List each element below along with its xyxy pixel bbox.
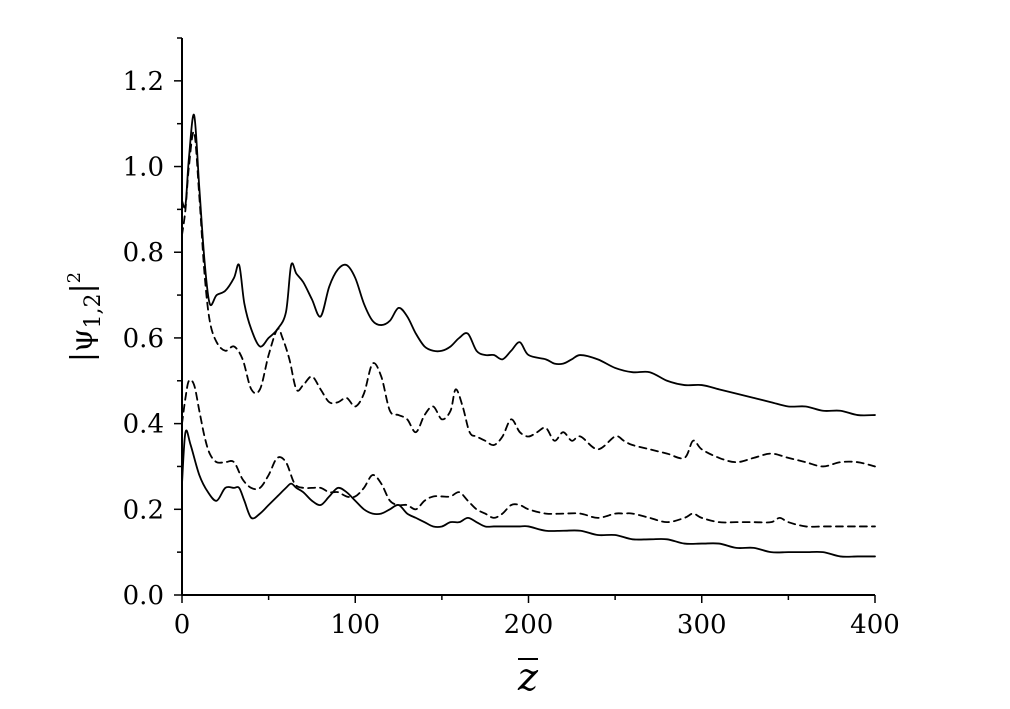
y-axis-title-subscript: 1,2 bbox=[81, 293, 106, 328]
axes-layer bbox=[181, 38, 875, 596]
x-tick-label: 0 bbox=[174, 610, 191, 640]
x-axis-title-text: z bbox=[517, 655, 539, 699]
svg-text:|ψ1,2|2: |ψ1,2|2 bbox=[64, 272, 106, 362]
x-axis-title: z bbox=[517, 655, 539, 699]
y-tick-label: 0.6 bbox=[123, 324, 164, 354]
y-tick-label: 0.4 bbox=[123, 410, 164, 440]
y-axis-title-superscript: 2 bbox=[64, 272, 85, 283]
y-tick-label: 1.0 bbox=[123, 153, 164, 183]
x-tick-label: 400 bbox=[850, 610, 900, 640]
y-axis-title-main: |ψ bbox=[65, 328, 100, 362]
ticks-layer: 0.0 0.2 0.4 0.6 0.8 1.0 1.2 0 100 200 300 400 bbox=[123, 37, 900, 640]
series-line-4-solid bbox=[181, 429, 876, 558]
y-tick-label: 0.0 bbox=[123, 581, 164, 611]
series-line-3-dashed bbox=[181, 378, 876, 528]
y-tick-label: 1.2 bbox=[123, 67, 164, 97]
x-tick-label: 300 bbox=[677, 610, 727, 640]
y-tick-label: 0.2 bbox=[123, 495, 164, 525]
x-tick-label: 200 bbox=[504, 610, 554, 640]
series-line-2-dashed bbox=[181, 130, 876, 468]
y-axis-title: |ψ1,2|2 bbox=[64, 272, 106, 362]
series-line-1-solid bbox=[181, 114, 876, 417]
y-axis-title-bar: | bbox=[65, 283, 100, 293]
y-tick-label: 0.8 bbox=[123, 238, 164, 268]
x-tick-label: 100 bbox=[330, 610, 380, 640]
series-layer bbox=[181, 114, 876, 558]
